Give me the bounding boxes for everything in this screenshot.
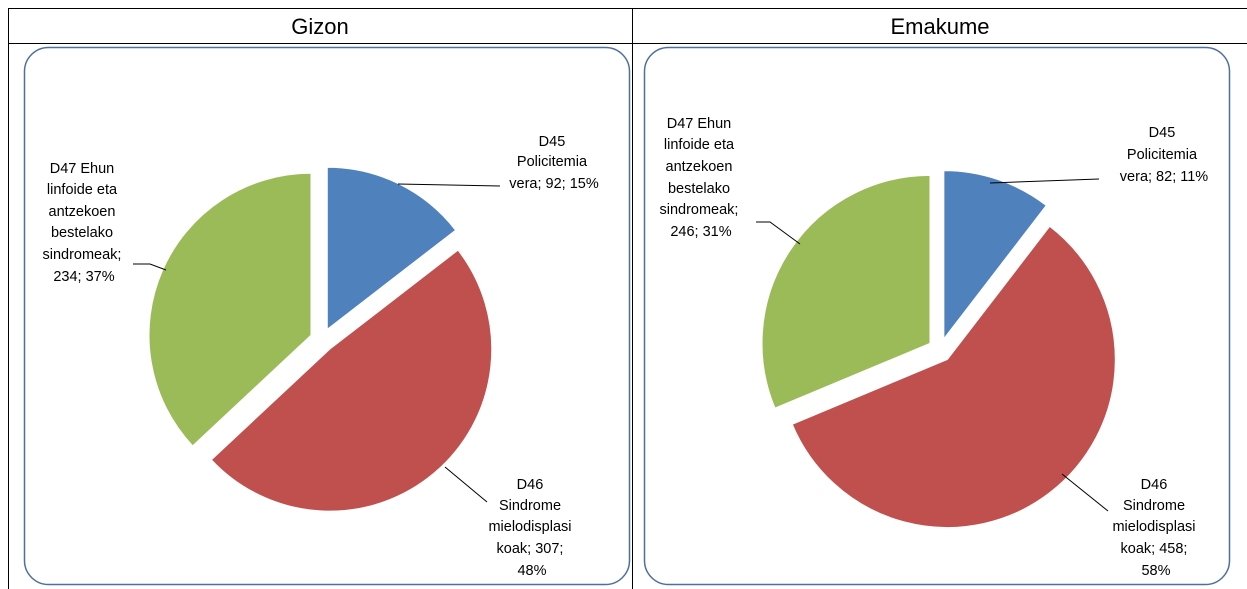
pie-chart-emakume xyxy=(761,170,1116,528)
data-label-line: D46 xyxy=(1141,477,1168,493)
data-label-d46: D46 Sindrome mielodisplasi koak; 458; 58… xyxy=(1112,477,1199,579)
header-emakume: Emakume xyxy=(890,14,989,39)
data-label-line: koak; 307; xyxy=(497,541,564,557)
pie-slice-d47 xyxy=(761,174,931,409)
data-label-line: sindromeak; xyxy=(42,247,121,263)
data-label-line: D45 xyxy=(1149,125,1176,141)
leader-line-d46 xyxy=(444,466,488,503)
leader-lines-emakume xyxy=(756,178,1109,512)
data-label-d45: D45 Policitemia vera; 92; 15% xyxy=(509,134,599,192)
data-label-line: linfoide eta xyxy=(47,182,118,198)
data-label-line: mielodisplasi xyxy=(488,519,571,535)
leader-line-d46 xyxy=(1061,473,1109,512)
leader-line-d45 xyxy=(397,183,501,187)
data-label-line: 48% xyxy=(517,563,546,579)
data-label-line: bestelako xyxy=(668,181,730,197)
data-label-line: bestelako xyxy=(51,225,113,241)
leader-line-d47 xyxy=(756,221,801,245)
data-label-line: 246; 31% xyxy=(670,224,731,240)
leader-line-d47 xyxy=(133,263,167,271)
data-label-line: D47 Ehun xyxy=(667,116,732,132)
data-label-line: D45 xyxy=(539,134,566,150)
data-label-line: vera; 92; 15% xyxy=(509,176,599,192)
pie-chart-gizon xyxy=(148,166,493,512)
data-label-line: mielodisplasi xyxy=(1112,519,1195,535)
pie-slice-d45 xyxy=(943,170,1047,341)
pie-slice-d46 xyxy=(210,249,493,512)
data-label-line: linfoide eta xyxy=(664,137,735,153)
data-label-line: koak; 458; xyxy=(1121,541,1188,557)
pie-slice-d47 xyxy=(148,172,312,447)
data-label-line: vera; 82; 11% xyxy=(1120,169,1209,185)
data-label-line: antzekoen xyxy=(666,159,733,175)
data-label-line: 234; 37% xyxy=(53,269,114,285)
data-label-line: Sindrome xyxy=(1123,498,1185,514)
data-label-line: Sindrome xyxy=(499,498,561,514)
data-label-d45: D45 Policitemia vera; 82; 11% xyxy=(1120,125,1209,185)
leader-line-d45 xyxy=(989,178,1100,184)
leader-lines-gizon xyxy=(133,183,501,503)
data-label-line: antzekoen xyxy=(49,204,116,220)
data-label-d47: D47 Ehun linfoide eta antzekoen bestelak… xyxy=(659,116,742,240)
header-gizon: Gizon xyxy=(291,14,348,39)
data-label-line: D46 xyxy=(517,477,544,493)
data-label-line: Policitemia xyxy=(517,154,588,170)
data-label-line: 58% xyxy=(1141,563,1170,579)
data-label-line: Policitemia xyxy=(1127,147,1198,163)
data-label-line: D47 Ehun xyxy=(50,161,115,177)
data-label-d46: D46 Sindrome mielodisplasi koak; 307; 48… xyxy=(488,477,575,579)
table-borders xyxy=(8,8,1247,589)
data-label-d47: D47 Ehun linfoide eta antzekoen bestelak… xyxy=(42,161,125,285)
pie-slice-d46 xyxy=(791,225,1116,528)
data-label-line: sindromeak; xyxy=(659,202,738,218)
